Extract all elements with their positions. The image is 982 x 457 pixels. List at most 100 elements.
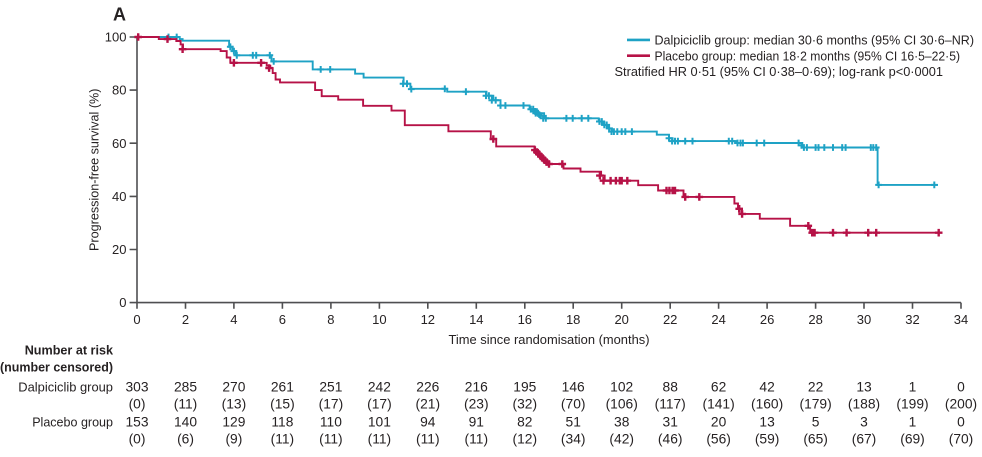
svg-text:(0): (0)	[129, 397, 146, 412]
svg-text:101: 101	[368, 414, 391, 429]
svg-text:(179): (179)	[799, 397, 831, 412]
svg-text:(34): (34)	[561, 432, 586, 447]
svg-text:94: 94	[420, 414, 436, 429]
svg-text:20: 20	[112, 242, 126, 257]
svg-text:285: 285	[174, 379, 197, 394]
svg-text:13: 13	[856, 379, 872, 394]
svg-text:(6): (6)	[177, 432, 194, 447]
svg-text:(188): (188)	[848, 397, 880, 412]
svg-text:5: 5	[812, 414, 820, 429]
svg-text:A: A	[113, 5, 126, 25]
svg-text:(46): (46)	[658, 432, 683, 447]
svg-text:40: 40	[112, 189, 126, 204]
svg-text:82: 82	[517, 414, 532, 429]
svg-text:Progression-free survival (%): Progression-free survival (%)	[86, 89, 101, 251]
svg-text:(0): (0)	[129, 432, 146, 447]
svg-text:14: 14	[469, 312, 483, 327]
svg-text:20: 20	[614, 312, 628, 327]
svg-text:80: 80	[112, 83, 126, 98]
svg-text:20: 20	[711, 414, 727, 429]
svg-text:(13): (13)	[222, 397, 247, 412]
svg-text:100: 100	[105, 30, 127, 45]
svg-text:(11): (11)	[271, 432, 295, 447]
svg-text:3: 3	[860, 414, 868, 429]
svg-text:(11): (11)	[416, 432, 440, 447]
svg-text:129: 129	[222, 414, 245, 429]
svg-text:(15): (15)	[270, 397, 295, 412]
svg-text:Placebo group: Placebo group	[32, 414, 113, 429]
svg-text:261: 261	[271, 379, 294, 394]
svg-text:(42): (42)	[609, 432, 634, 447]
svg-text:8: 8	[327, 312, 334, 327]
svg-text:(11): (11)	[465, 432, 489, 447]
svg-text:(106): (106)	[606, 397, 638, 412]
svg-text:(17): (17)	[367, 397, 392, 412]
svg-text:24: 24	[711, 312, 725, 327]
svg-text:216: 216	[465, 379, 488, 394]
svg-text:31: 31	[663, 414, 678, 429]
svg-text:(199): (199)	[896, 397, 928, 412]
svg-text:251: 251	[319, 379, 342, 394]
svg-text:Placebo group: median 18·2 mon: Placebo group: median 18·2 months (95% C…	[655, 48, 961, 63]
svg-text:38: 38	[614, 414, 630, 429]
svg-text:(17): (17)	[319, 397, 344, 412]
svg-text:(70): (70)	[561, 397, 586, 412]
svg-text:(65): (65)	[803, 432, 828, 447]
svg-text:18: 18	[566, 312, 580, 327]
svg-text:1: 1	[909, 379, 917, 394]
svg-text:16: 16	[518, 312, 532, 327]
svg-text:1: 1	[909, 414, 917, 429]
svg-text:42: 42	[759, 379, 774, 394]
svg-text:226: 226	[416, 379, 439, 394]
svg-text:242: 242	[368, 379, 391, 394]
svg-text:153: 153	[125, 414, 148, 429]
svg-text:2: 2	[182, 312, 189, 327]
svg-text:88: 88	[663, 379, 679, 394]
svg-text:102: 102	[610, 379, 633, 394]
svg-text:270: 270	[222, 379, 245, 394]
svg-text:(117): (117)	[655, 397, 686, 412]
svg-text:6: 6	[279, 312, 286, 327]
svg-text:Number at risk: Number at risk	[25, 343, 114, 358]
svg-text:Dalpiciclib group: median 30·6: Dalpiciclib group: median 30·6 months (9…	[655, 32, 975, 47]
svg-text:(200): (200)	[945, 397, 977, 412]
svg-text:51: 51	[566, 414, 581, 429]
svg-text:Stratified HR 0·51 (95% CI 0·3: Stratified HR 0·51 (95% CI 0·38–0·69); l…	[615, 64, 944, 79]
svg-text:118: 118	[271, 414, 293, 429]
svg-text:Time since randomisation (mont: Time since randomisation (months)	[449, 332, 650, 347]
svg-text:28: 28	[808, 312, 822, 327]
svg-text:(12): (12)	[513, 432, 538, 447]
svg-text:(23): (23)	[464, 397, 489, 412]
svg-text:303: 303	[125, 379, 148, 394]
svg-text:22: 22	[663, 312, 677, 327]
svg-text:0: 0	[957, 379, 965, 394]
svg-text:Dalpiciclib group: Dalpiciclib group	[18, 379, 113, 394]
svg-text:(11): (11)	[368, 432, 392, 447]
svg-text:10: 10	[372, 312, 386, 327]
svg-text:146: 146	[562, 379, 585, 394]
svg-text:(11): (11)	[319, 432, 343, 447]
svg-text:30: 30	[857, 312, 871, 327]
svg-text:62: 62	[711, 379, 726, 394]
svg-text:0: 0	[119, 295, 126, 310]
svg-text:22: 22	[808, 379, 823, 394]
svg-text:(160): (160)	[751, 397, 783, 412]
svg-text:(11): (11)	[174, 397, 198, 412]
svg-text:(67): (67)	[852, 432, 877, 447]
svg-text:12: 12	[421, 312, 435, 327]
svg-text:110: 110	[320, 414, 342, 429]
svg-text:140: 140	[174, 414, 197, 429]
svg-text:(21): (21)	[416, 397, 441, 412]
svg-text:0: 0	[957, 414, 965, 429]
svg-text:26: 26	[760, 312, 774, 327]
svg-text:60: 60	[112, 136, 126, 151]
svg-text:4: 4	[230, 312, 237, 327]
svg-text:(9): (9)	[225, 432, 242, 447]
svg-text:91: 91	[469, 414, 484, 429]
svg-text:(32): (32)	[513, 397, 538, 412]
svg-text:(141): (141)	[702, 397, 734, 412]
svg-text:32: 32	[905, 312, 919, 327]
svg-text:13: 13	[759, 414, 775, 429]
svg-text:34: 34	[954, 312, 968, 327]
svg-text:(69): (69)	[900, 432, 925, 447]
